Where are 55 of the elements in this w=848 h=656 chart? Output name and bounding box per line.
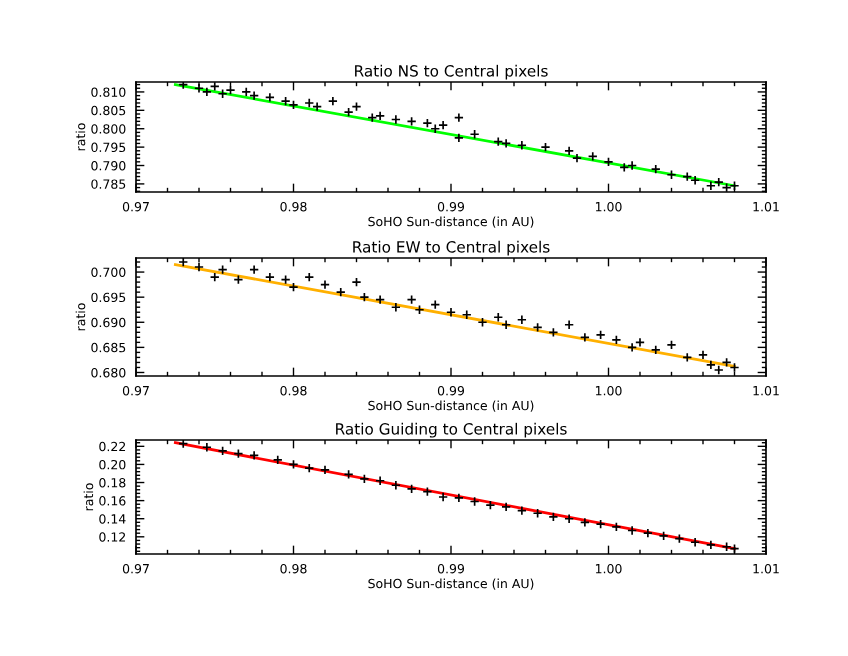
point: [193, 83, 205, 94]
point: [650, 344, 661, 355]
point: [375, 110, 386, 121]
point: [178, 258, 189, 268]
point: [461, 309, 472, 320]
point: [178, 440, 189, 449]
point: [319, 464, 331, 475]
point: [367, 112, 378, 123]
point: [705, 539, 716, 550]
point: [272, 454, 283, 465]
point: [209, 272, 220, 283]
point: [564, 319, 575, 330]
point: [430, 299, 441, 310]
point: [241, 86, 252, 97]
point: [705, 359, 716, 370]
point: [650, 164, 661, 175]
point: [501, 319, 512, 330]
point: [193, 262, 205, 273]
point: [201, 86, 212, 97]
point: [390, 302, 401, 313]
point: [201, 442, 212, 453]
point: [697, 349, 709, 360]
point: [335, 287, 346, 298]
point: [579, 517, 590, 528]
point: [713, 177, 724, 188]
point: [327, 96, 338, 107]
point: [642, 528, 653, 539]
point: [390, 480, 401, 491]
point: [690, 175, 701, 186]
point: [209, 82, 220, 92]
point: [564, 145, 575, 156]
point: [501, 501, 512, 512]
point: [493, 312, 504, 323]
point: [430, 123, 441, 134]
point: [453, 492, 464, 503]
point: [304, 272, 315, 283]
point: [587, 151, 598, 162]
point: [690, 537, 701, 548]
point: [713, 364, 724, 375]
point: [375, 294, 386, 305]
point: [453, 112, 464, 123]
point: [264, 272, 275, 283]
point: [516, 140, 527, 151]
point: [705, 180, 716, 191]
point: [375, 475, 386, 486]
point: [304, 463, 315, 474]
point: [304, 97, 315, 108]
point: [178, 82, 189, 90]
point: [564, 513, 575, 524]
point: [438, 120, 449, 131]
point: [445, 307, 457, 318]
point: [438, 491, 449, 503]
point: [571, 153, 583, 164]
point: [453, 132, 464, 143]
point: [516, 314, 527, 325]
